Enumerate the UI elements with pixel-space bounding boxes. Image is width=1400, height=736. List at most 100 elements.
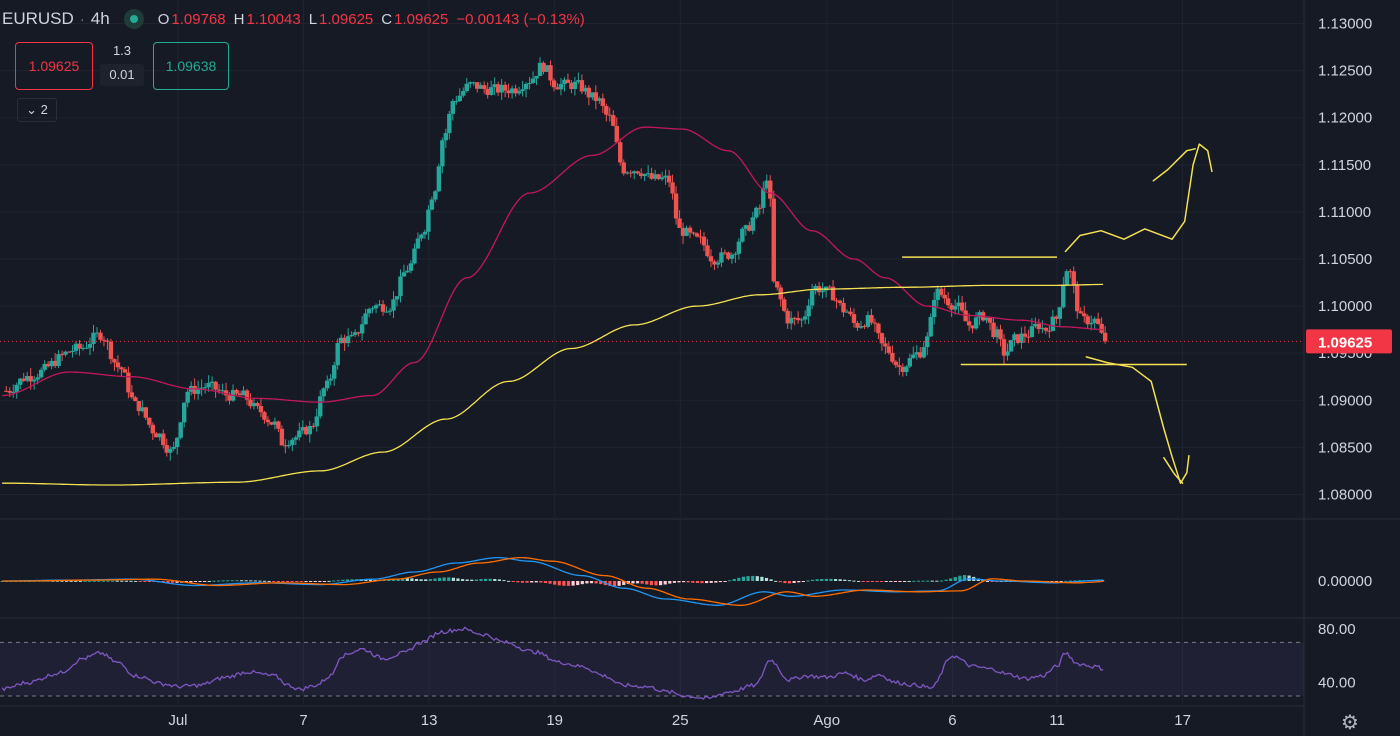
candle [1050,316,1056,331]
candle [251,403,257,407]
ma-fast-line [2,126,1104,403]
macd-histogram-bar [249,580,253,582]
macd-histogram-bar [562,581,566,586]
candle [297,430,302,438]
macd-histogram-bar [797,581,801,583]
macd-histogram-bar [589,581,594,584]
candle [715,262,721,265]
candle [216,389,222,391]
candle [537,62,543,76]
macd-histogram-bar [820,579,824,581]
timeframe[interactable]: 4h [90,9,110,28]
time-tick-label: 13 [421,712,438,729]
candle [21,378,26,381]
candle [663,175,668,178]
candle [101,339,107,341]
candle [94,332,100,334]
macd-histogram-bar [654,581,658,586]
macd-histogram-bar [566,581,571,586]
axes: 1.13000 1.12500 1.12000 1.11500 1.11000 1.105… [0,16,1392,729]
moving-averages [2,126,1104,486]
macd-histogram-bar [939,580,944,582]
price-tick-label: 1.08500 [1318,439,1372,456]
candle [447,113,452,134]
macd-histogram-bar [313,581,317,582]
macd-histogram-bar [723,581,727,582]
macd-histogram-bar [695,581,700,584]
macd-histogram-bar [299,581,304,582]
candle [31,379,37,382]
candle [949,305,954,310]
macd-histogram-bar [456,578,460,581]
candle [73,343,79,351]
candle [900,367,906,373]
gear-icon[interactable]: ⚙ [1341,712,1359,734]
candle [883,343,888,347]
macd-histogram-bar [990,581,994,582]
candle [468,82,473,84]
candle [157,433,162,438]
candle [782,299,787,311]
candle [576,80,581,82]
candle [921,347,926,358]
candle [293,437,299,440]
candle [649,173,654,179]
macd-histogram-bar [272,581,276,582]
candle [1057,307,1063,319]
buy-button[interactable]: 1.09638 [153,42,229,90]
macd-histogram-bar [295,581,299,582]
macd-histogram-bar [571,581,575,586]
macd-histogram-bar [414,578,419,581]
candle [52,360,58,366]
candle [286,444,292,447]
candle [977,312,982,318]
candle [38,369,44,378]
candle [1026,336,1031,338]
candle [356,332,361,334]
candle [171,446,176,449]
symbol-name[interactable]: EURUSD [2,9,74,28]
candle [684,227,689,236]
candle [938,288,944,295]
candle [108,341,114,360]
macd-histogram-bar [843,579,847,581]
candle [35,377,40,380]
ma-slow-line [2,283,1104,486]
candle [129,392,135,398]
macd-histogram-bar [530,581,534,583]
lot-size[interactable]: 0.01 [100,64,144,86]
candle [255,403,260,406]
candle [768,180,773,199]
candle [482,85,487,89]
candle [248,399,253,407]
candle [433,191,438,200]
candle [262,412,267,420]
macd-histogram-bar [792,581,796,584]
drawings[interactable] [902,143,1213,484]
candle [813,285,818,291]
candle [942,294,947,299]
macd-histogram-bar [801,581,805,582]
macd-histogram-bar [691,581,695,583]
indicators-toggle[interactable]: ⌄ 2 [17,98,57,122]
macd-histogram-bar [635,581,640,584]
macd-histogram-bar [226,580,230,582]
price-tick-label: 1.12000 [1318,110,1372,127]
candle [652,174,658,179]
macd-histogram-bar [741,576,746,581]
macd-histogram-bar [520,581,525,583]
candle [569,82,574,89]
candle [1008,340,1014,352]
close-value: 1.09625 [394,10,449,28]
macd-histogram-bar [677,581,681,583]
sell-button[interactable]: 1.09625 [15,42,93,90]
macd-histogram-bar [101,580,105,582]
macd-histogram-bar [166,581,170,583]
candle [314,416,319,427]
candle [398,276,403,297]
candle [635,171,640,174]
candle [611,115,616,126]
candle [454,101,459,103]
candle [352,332,358,335]
